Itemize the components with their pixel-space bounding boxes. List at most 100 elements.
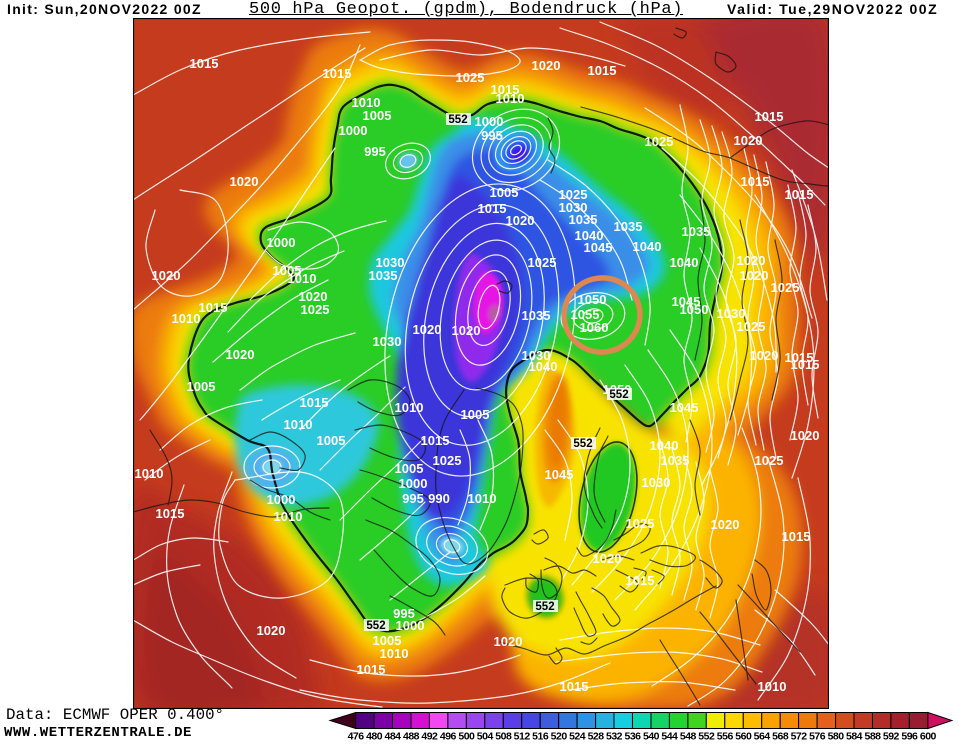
svg-text:516: 516 — [532, 731, 549, 742]
svg-text:576: 576 — [809, 731, 826, 742]
svg-text:1020: 1020 — [734, 133, 763, 148]
svg-text:1030: 1030 — [559, 200, 588, 215]
svg-text:1045: 1045 — [584, 240, 613, 255]
svg-text:1000: 1000 — [267, 235, 296, 250]
svg-text:1015: 1015 — [491, 82, 520, 97]
svg-text:560: 560 — [735, 731, 752, 742]
svg-text:536: 536 — [624, 731, 641, 742]
svg-text:492: 492 — [421, 731, 438, 742]
svg-text:1025: 1025 — [301, 302, 330, 317]
svg-text:1040: 1040 — [575, 228, 604, 243]
svg-text:1005: 1005 — [187, 379, 216, 394]
svg-text:1015: 1015 — [791, 357, 820, 372]
svg-text:1030: 1030 — [373, 334, 402, 349]
svg-text:995: 995 — [481, 128, 503, 143]
svg-text:1025: 1025 — [456, 70, 485, 85]
svg-text:508: 508 — [495, 731, 512, 742]
svg-text:1025: 1025 — [771, 280, 800, 295]
svg-text:1020: 1020 — [299, 289, 328, 304]
svg-text:552: 552 — [448, 114, 467, 126]
svg-text:520: 520 — [551, 731, 568, 742]
svg-text:1035: 1035 — [522, 308, 551, 323]
svg-text:1020: 1020 — [506, 213, 535, 228]
svg-text:1015: 1015 — [300, 395, 329, 410]
svg-text:1035: 1035 — [661, 453, 690, 468]
svg-text:1015: 1015 — [755, 109, 784, 124]
svg-text:480: 480 — [366, 731, 383, 742]
svg-text:496: 496 — [440, 731, 457, 742]
svg-text:1045: 1045 — [672, 294, 701, 309]
svg-text:1040: 1040 — [650, 438, 679, 453]
svg-text:1020: 1020 — [532, 58, 561, 73]
svg-text:1020: 1020 — [593, 551, 622, 566]
svg-text:1025: 1025 — [528, 255, 557, 270]
svg-text:1010: 1010 — [274, 509, 303, 524]
svg-text:1020: 1020 — [257, 623, 286, 638]
svg-text:504: 504 — [477, 731, 494, 742]
svg-text:1015: 1015 — [190, 56, 219, 71]
svg-text:1015: 1015 — [560, 679, 589, 694]
svg-text:476: 476 — [348, 731, 365, 742]
svg-text:1025: 1025 — [737, 319, 766, 334]
svg-text:1015: 1015 — [741, 174, 770, 189]
svg-text:1020: 1020 — [494, 634, 523, 649]
svg-text:1040: 1040 — [529, 359, 558, 374]
svg-text:500: 500 — [458, 731, 475, 742]
svg-text:524: 524 — [569, 731, 586, 742]
svg-text:1010: 1010 — [284, 417, 313, 432]
svg-text:1035: 1035 — [682, 224, 711, 239]
svg-text:1010: 1010 — [288, 271, 317, 286]
svg-text:1025: 1025 — [559, 187, 588, 202]
svg-text:1005: 1005 — [461, 407, 490, 422]
svg-text:1010: 1010 — [380, 646, 409, 661]
svg-text:1020: 1020 — [413, 322, 442, 337]
svg-text:528: 528 — [588, 731, 605, 742]
svg-text:540: 540 — [643, 731, 660, 742]
svg-text:1020: 1020 — [230, 174, 259, 189]
svg-text:532: 532 — [606, 731, 623, 742]
svg-text:564: 564 — [754, 731, 771, 742]
svg-text:1015: 1015 — [357, 662, 386, 677]
svg-text:1020: 1020 — [152, 268, 181, 283]
svg-text:1010: 1010 — [395, 400, 424, 415]
svg-text:1055: 1055 — [571, 307, 600, 322]
svg-text:1030: 1030 — [642, 475, 671, 490]
svg-text:1035: 1035 — [614, 219, 643, 234]
svg-text:1045: 1045 — [545, 467, 574, 482]
svg-text:995: 995 — [393, 606, 415, 621]
svg-text:588: 588 — [864, 731, 881, 742]
svg-text:1015: 1015 — [782, 529, 811, 544]
svg-text:1020: 1020 — [740, 268, 769, 283]
svg-text:1010: 1010 — [468, 491, 497, 506]
svg-text:1020: 1020 — [711, 517, 740, 532]
svg-text:1035: 1035 — [569, 212, 598, 227]
svg-text:1015: 1015 — [588, 63, 617, 78]
svg-text:1030: 1030 — [522, 348, 551, 363]
svg-text:1040: 1040 — [670, 255, 699, 270]
svg-text:600: 600 — [920, 731, 937, 742]
svg-text:1060: 1060 — [580, 320, 609, 335]
svg-text:1010: 1010 — [496, 91, 525, 106]
svg-text:1035: 1035 — [369, 268, 398, 283]
svg-text:1040: 1040 — [633, 239, 662, 254]
svg-text:1000: 1000 — [267, 492, 296, 507]
svg-text:1010: 1010 — [172, 311, 201, 326]
svg-text:1000: 1000 — [339, 123, 368, 138]
svg-text:1000: 1000 — [396, 618, 425, 633]
svg-text:568: 568 — [772, 731, 789, 742]
svg-text:1015: 1015 — [478, 201, 507, 216]
svg-text:596: 596 — [901, 731, 918, 742]
svg-text:552: 552 — [609, 389, 628, 401]
svg-text:1010: 1010 — [352, 95, 381, 110]
svg-text:556: 556 — [717, 731, 734, 742]
svg-text:572: 572 — [791, 731, 808, 742]
svg-text:1025: 1025 — [433, 453, 462, 468]
svg-text:1030: 1030 — [717, 306, 746, 321]
svg-text:1050: 1050 — [680, 302, 709, 317]
svg-text:1020: 1020 — [737, 253, 766, 268]
svg-text:580: 580 — [828, 731, 845, 742]
svg-text:552: 552 — [698, 731, 715, 742]
svg-text:1015: 1015 — [156, 506, 185, 521]
svg-text:1005: 1005 — [363, 108, 392, 123]
svg-text:1030: 1030 — [376, 255, 405, 270]
